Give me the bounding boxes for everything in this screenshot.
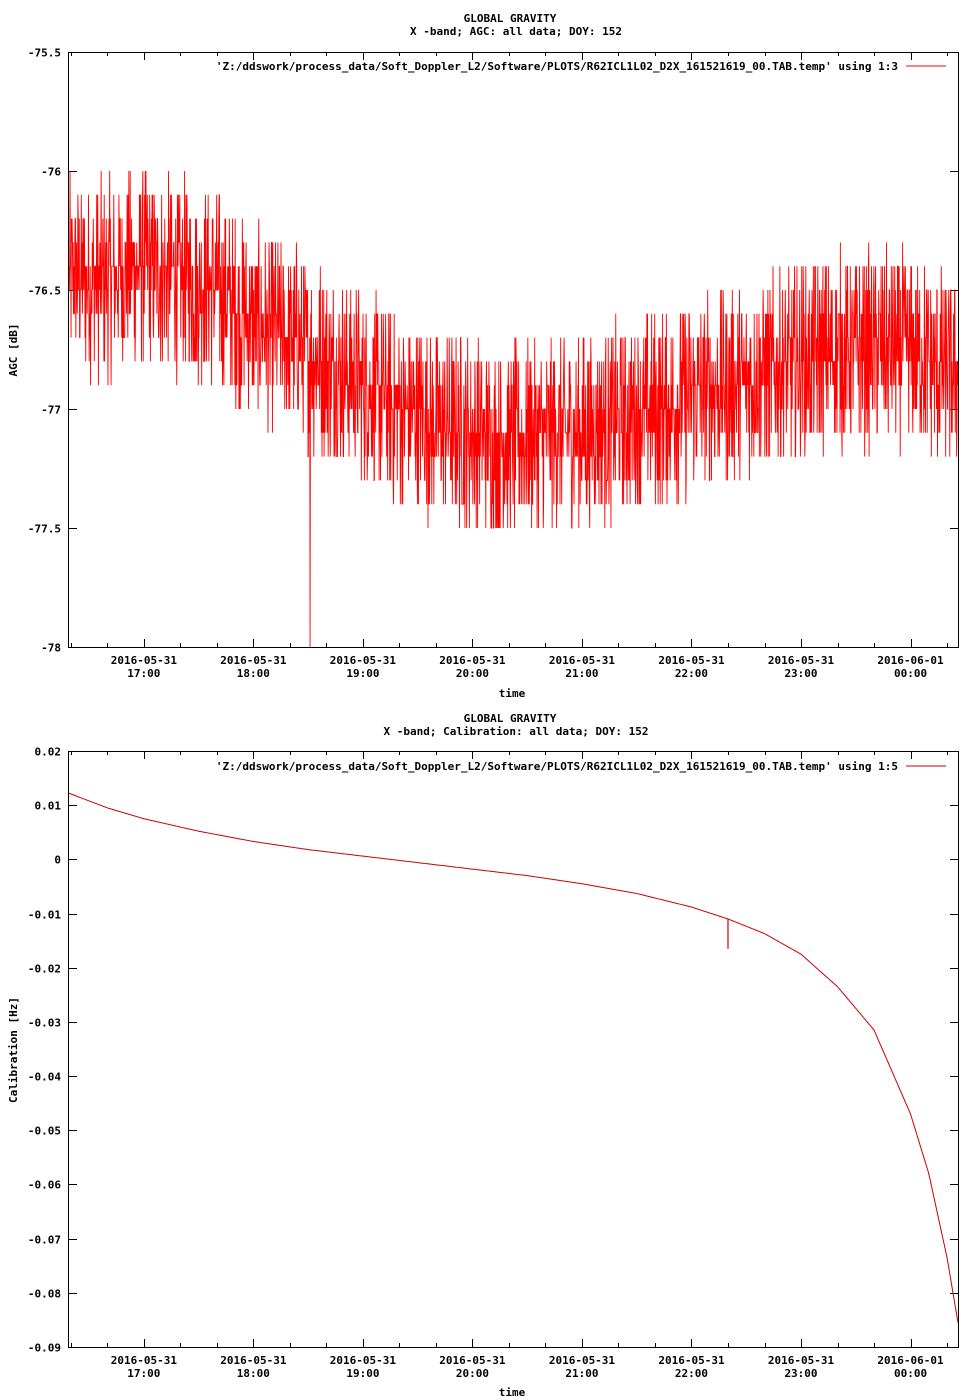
cal-y-tick-label: 0.01 — [35, 800, 62, 813]
agc-series-line — [68, 170, 959, 648]
cal-x-tick-date-label: 2016-05-31 — [549, 1354, 616, 1367]
calibration-x-ticks: 2016-05-3117:002016-05-3118:002016-05-31… — [71, 751, 948, 1380]
cal-x-tick-date-label: 2016-05-31 — [111, 1354, 178, 1367]
calibration-y-axis-label: Calibration [Hz] — [7, 997, 20, 1103]
cal-y-tick-label: -0.02 — [28, 963, 61, 976]
agc-x-tick-date-label: 2016-05-31 — [220, 654, 287, 667]
agc-x-tick-date-label: 2016-05-31 — [549, 654, 616, 667]
cal-y-tick-label: -0.07 — [28, 1234, 61, 1247]
calibration-chart: GLOBAL GRAVITY X -band; Calibration: all… — [7, 712, 959, 1399]
calibration-legend-label: 'Z:/ddswork/process_data/Soft_Doppler_L2… — [216, 760, 898, 773]
agc-y-tick-label: -75.5 — [28, 47, 61, 60]
calibration-plot-area — [68, 792, 959, 1323]
cal-x-tick-date-label: 2016-05-31 — [330, 1354, 397, 1367]
cal-x-tick-time-label: 00:00 — [894, 1367, 927, 1380]
cal-y-tick-label: -0.01 — [28, 909, 61, 922]
agc-y-tick-label: -76 — [41, 166, 61, 179]
agc-x-tick-time-label: 20:00 — [456, 667, 489, 680]
agc-plot-area — [68, 170, 959, 648]
agc-chart-title: GLOBAL GRAVITY — [464, 12, 557, 25]
calibration-x-axis-label: time — [499, 1386, 526, 1399]
cal-y-tick-label: -0.04 — [28, 1071, 61, 1084]
agc-x-tick-date-label: 2016-05-31 — [658, 654, 725, 667]
calibration-series-line — [68, 792, 959, 1323]
agc-plot-frame — [68, 52, 959, 648]
agc-x-tick-time-label: 17:00 — [127, 667, 160, 680]
agc-x-ticks: 2016-05-3117:002016-05-3118:002016-05-31… — [71, 52, 948, 680]
cal-y-tick-label: -0.06 — [28, 1179, 61, 1192]
agc-y-axis-label: AGC [dB] — [7, 324, 20, 377]
cal-x-tick-time-label: 19:00 — [346, 1367, 379, 1380]
agc-x-axis-label: time — [499, 687, 526, 700]
calibration-chart-title: GLOBAL GRAVITY — [464, 712, 557, 725]
agc-x-tick-time-label: 19:00 — [346, 667, 379, 680]
agc-y-tick-label: -77 — [41, 404, 61, 417]
agc-x-tick-date-label: 2016-05-31 — [439, 654, 506, 667]
agc-x-tick-date-label: 2016-06-01 — [877, 654, 944, 667]
cal-x-tick-time-label: 20:00 — [456, 1367, 489, 1380]
agc-x-tick-date-label: 2016-05-31 — [111, 654, 178, 667]
agc-x-tick-time-label: 00:00 — [894, 667, 927, 680]
agc-y-tick-label: -77.5 — [28, 523, 61, 536]
cal-x-tick-date-label: 2016-05-31 — [220, 1354, 287, 1367]
agc-x-tick-date-label: 2016-05-31 — [768, 654, 835, 667]
calibration-plot-frame — [68, 751, 959, 1348]
agc-y-tick-label: -76.5 — [28, 285, 61, 298]
agc-x-tick-time-label: 23:00 — [784, 667, 817, 680]
calibration-chart-subtitle: X -band; Calibration: all data; DOY: 152 — [384, 725, 649, 738]
cal-y-tick-label: -0.05 — [28, 1125, 61, 1138]
agc-chart: GLOBAL GRAVITY X -band; AGC: all data; D… — [7, 12, 959, 700]
cal-y-tick-label: -0.03 — [28, 1017, 61, 1030]
agc-x-tick-time-label: 18:00 — [237, 667, 270, 680]
agc-y-ticks: -75.5 -76 -76.5 -77 -77.5 -78 — [28, 47, 958, 655]
cal-y-tick-label: -0.08 — [28, 1288, 61, 1301]
cal-y-tick-label: 0.02 — [35, 746, 62, 759]
cal-x-tick-time-label: 18:00 — [237, 1367, 270, 1380]
cal-x-tick-time-label: 23:00 — [784, 1367, 817, 1380]
calibration-y-ticks: 0.02 0.01 0 -0.01 -0.02 -0.03 -0.04 -0.05 -0.06 -… — [28, 746, 958, 1355]
cal-x-tick-date-label: 2016-05-31 — [768, 1354, 835, 1367]
agc-x-tick-date-label: 2016-05-31 — [330, 654, 397, 667]
cal-y-tick-label: -0.09 — [28, 1342, 61, 1355]
agc-x-tick-time-label: 22:00 — [675, 667, 708, 680]
cal-x-tick-date-label: 2016-05-31 — [658, 1354, 725, 1367]
cal-x-tick-time-label: 17:00 — [127, 1367, 160, 1380]
cal-x-tick-time-label: 21:00 — [565, 1367, 598, 1380]
cal-x-tick-date-label: 2016-05-31 — [439, 1354, 506, 1367]
cal-x-tick-date-label: 2016-06-01 — [877, 1354, 944, 1367]
agc-legend-label: 'Z:/ddswork/process_data/Soft_Doppler_L2… — [216, 60, 898, 73]
cal-x-tick-time-label: 22:00 — [675, 1367, 708, 1380]
agc-chart-subtitle: X -band; AGC: all data; DOY: 152 — [410, 25, 622, 38]
agc-y-tick-label: -78 — [41, 642, 61, 655]
cal-y-tick-label: 0 — [54, 854, 61, 867]
agc-x-tick-time-label: 21:00 — [565, 667, 598, 680]
